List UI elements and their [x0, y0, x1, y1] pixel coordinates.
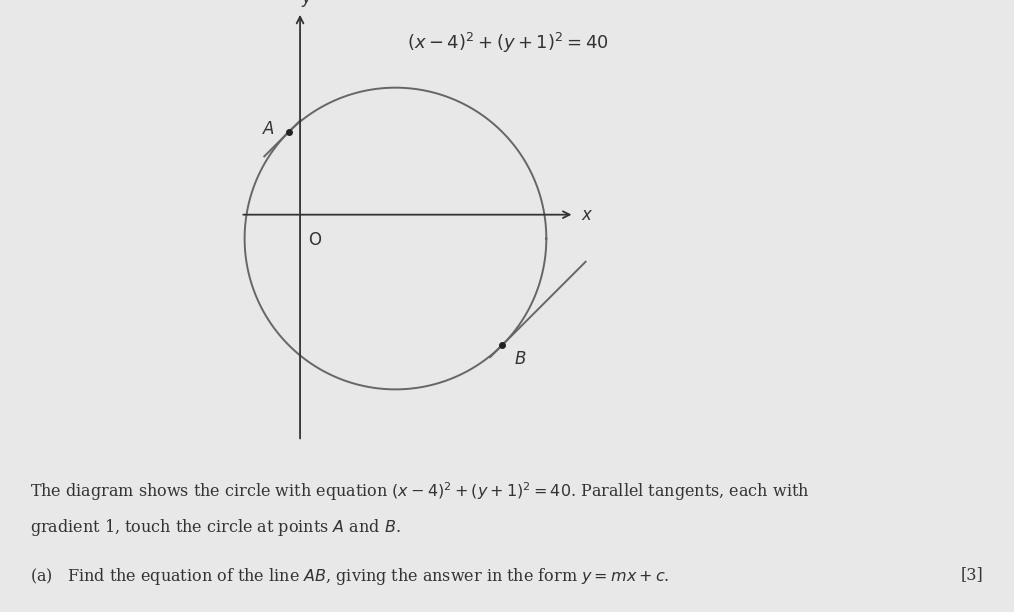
Text: B: B — [514, 350, 525, 368]
Text: $(x-4)^2+(y+1)^2=40$: $(x-4)^2+(y+1)^2=40$ — [408, 31, 609, 55]
Text: (a)   Find the equation of the line $AB$, giving the answer in the form $y = mx : (a) Find the equation of the line $AB$, … — [30, 566, 670, 587]
Text: y: y — [301, 0, 311, 7]
Text: [3]: [3] — [961, 566, 984, 583]
Text: The diagram shows the circle with equation $(x - 4)^2 + (y + 1)^2 = 40$. Paralle: The diagram shows the circle with equati… — [30, 480, 810, 503]
Text: x: x — [581, 206, 591, 223]
Text: gradient 1, touch the circle at points $A$ and $B$.: gradient 1, touch the circle at points $… — [30, 517, 402, 538]
Text: O: O — [308, 231, 321, 249]
Text: A: A — [263, 121, 275, 138]
